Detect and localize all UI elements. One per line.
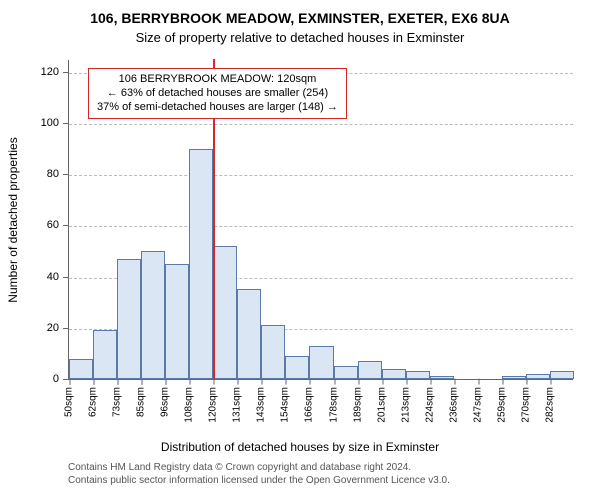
x-tick-label: 166sqm	[304, 387, 315, 423]
x-tick-label: 247sqm	[472, 387, 483, 423]
chart-title: 106, BERRYBROOK MEADOW, EXMINSTER, EXETE…	[0, 10, 600, 26]
y-tick-label: 80	[47, 168, 69, 180]
y-tick-label: 20	[47, 322, 69, 334]
x-axis-label: Distribution of detached houses by size …	[0, 440, 600, 454]
histogram-bar	[526, 374, 550, 379]
x-tick-label: 189sqm	[352, 387, 363, 423]
x-tick-label: 62sqm	[88, 387, 99, 417]
x-tick-label: 178sqm	[328, 387, 339, 423]
annotation-box: 106 BERRYBROOK MEADOW: 120sqm← 63% of de…	[88, 68, 347, 119]
histogram-bar	[309, 346, 333, 379]
footer-line: Contains HM Land Registry data © Crown c…	[68, 462, 450, 475]
histogram-bar	[285, 356, 309, 379]
histogram-bar	[69, 359, 93, 379]
x-tick-label: 85sqm	[136, 387, 147, 417]
histogram-bar	[213, 246, 237, 379]
x-tick-label: 108sqm	[184, 387, 195, 423]
y-tick-label: 60	[47, 219, 69, 231]
x-tick-label: 154sqm	[280, 387, 291, 423]
histogram-bar	[382, 369, 406, 379]
histogram-bar	[165, 264, 189, 379]
figure: { "title": { "text": "106, BERRYBROOK ME…	[0, 0, 600, 500]
x-tick-label: 131sqm	[232, 387, 243, 423]
x-tick-label: 270sqm	[520, 387, 531, 423]
x-tick-label: 282sqm	[544, 387, 555, 423]
histogram-bar	[502, 376, 526, 379]
histogram-bar	[237, 289, 261, 379]
chart-subtitle: Size of property relative to detached ho…	[0, 30, 600, 45]
histogram-bar	[358, 361, 382, 379]
x-tick-label: 96sqm	[160, 387, 171, 417]
histogram-bar	[550, 371, 574, 379]
histogram-bar	[430, 376, 454, 379]
y-axis-label: Number of detached properties	[6, 137, 20, 302]
x-tick-label: 50sqm	[64, 387, 75, 417]
y-gridline	[69, 124, 573, 125]
x-tick-label: 120sqm	[208, 387, 219, 423]
histogram-bar	[189, 149, 213, 379]
annotation-line: 37% of semi-detached houses are larger (…	[97, 101, 338, 115]
histogram-bar	[141, 251, 165, 379]
annotation-line: 106 BERRYBROOK MEADOW: 120sqm	[97, 73, 338, 87]
annotation-line: ← 63% of detached houses are smaller (25…	[97, 87, 338, 101]
x-tick-label: 259sqm	[496, 387, 507, 423]
x-tick-label: 73sqm	[112, 387, 123, 417]
y-gridline	[69, 226, 573, 227]
histogram-bar	[334, 366, 358, 379]
y-gridline	[69, 175, 573, 176]
histogram-bar	[261, 325, 285, 379]
y-tick-label: 40	[47, 271, 69, 283]
y-tick-label: 100	[41, 117, 69, 129]
x-tick-label: 143sqm	[256, 387, 267, 423]
x-tick-label: 236sqm	[448, 387, 459, 423]
x-tick-label: 201sqm	[376, 387, 387, 423]
histogram-bar	[93, 330, 117, 379]
histogram-bar	[406, 371, 430, 379]
x-tick-label: 213sqm	[400, 387, 411, 423]
histogram-bar	[117, 259, 141, 379]
x-tick-label: 224sqm	[424, 387, 435, 423]
y-tick-label: 0	[53, 373, 69, 385]
y-tick-label: 120	[41, 66, 69, 78]
attribution-footer: Contains HM Land Registry data © Crown c…	[68, 462, 450, 487]
footer-line: Contains public sector information licen…	[68, 475, 450, 488]
